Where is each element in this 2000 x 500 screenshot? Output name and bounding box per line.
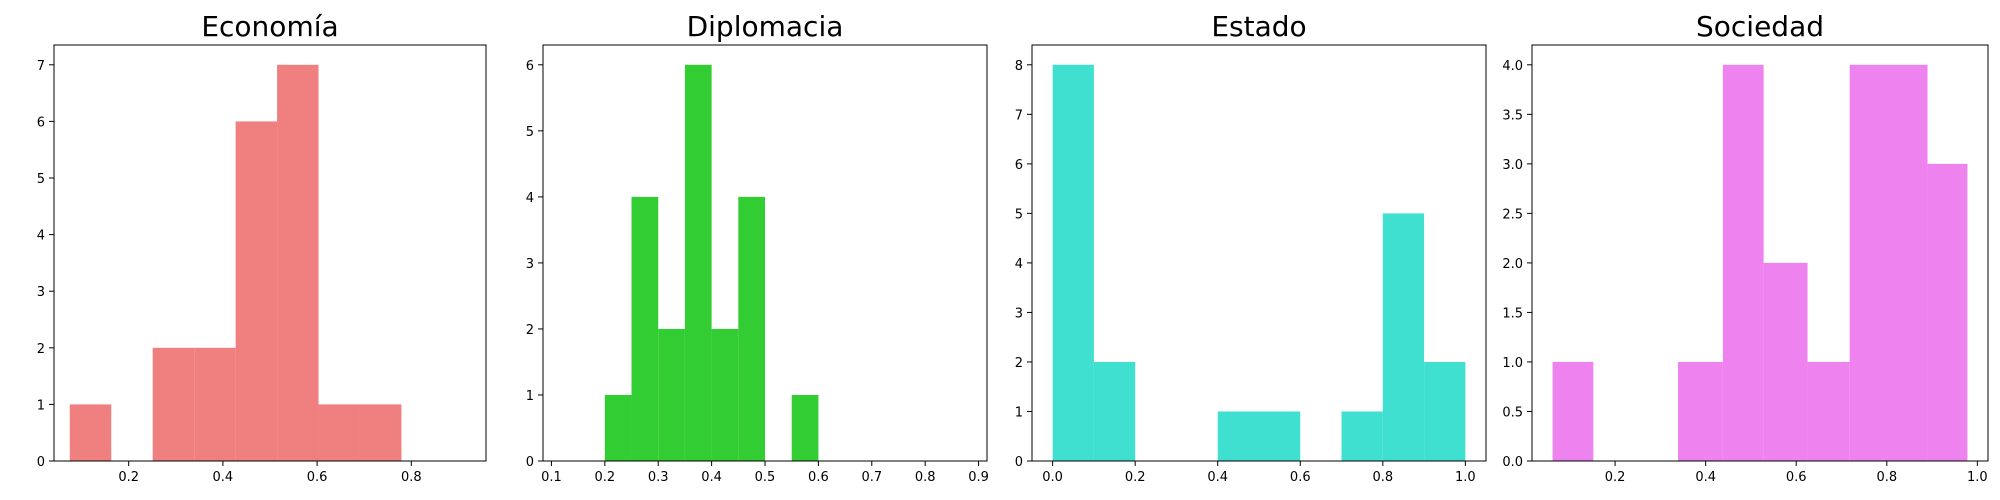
- histogram-bar: [1424, 361, 1466, 461]
- x-tick-label: 1.0: [1967, 470, 1988, 485]
- y-tick-label: 7: [37, 59, 45, 74]
- x-tick-label: 0.6: [1786, 470, 1807, 485]
- histogram-bar: [1849, 64, 1928, 461]
- histogram-bar: [1259, 411, 1301, 461]
- x-tick-label: 0.5: [755, 470, 776, 485]
- y-tick-label: 0: [37, 455, 45, 470]
- y-tick-label: 6: [37, 115, 45, 130]
- histogram-bar: [235, 121, 278, 461]
- y-tick-label: 3: [37, 285, 45, 300]
- histogram-bar: [738, 196, 765, 461]
- y-tick-label: 5: [526, 125, 534, 140]
- x-tick-label: 0.8: [1876, 470, 1897, 485]
- x-tick-label: 0.2: [1125, 470, 1146, 485]
- x-tick-label: 0.4: [1695, 470, 1716, 485]
- x-tick-label: 0.3: [648, 470, 669, 485]
- chart-title: Estado: [1211, 10, 1306, 43]
- panel-sociedad: Sociedad 0.2 0.4 0.6 0.8 1.0 0.0 0.5 1.0 1.5 2.0 2…: [1502, 10, 1989, 485]
- y-tick-label: 2: [526, 323, 534, 338]
- y-tick-label: 6: [1015, 158, 1023, 173]
- axes-frame: [1031, 44, 1487, 462]
- y-tick-label: 2.5: [1502, 207, 1523, 222]
- x-tick-label: 0.2: [118, 470, 139, 485]
- x-tick-label: 0.4: [701, 470, 722, 485]
- x-tick-label: 0.0: [1042, 470, 1063, 485]
- histogram-bar: [631, 196, 659, 461]
- y-tick-label: 1: [1015, 405, 1023, 420]
- x-tick-label: 0.4: [1207, 470, 1228, 485]
- histogram-bar: [69, 404, 112, 461]
- chart-title: Sociedad: [1696, 10, 1824, 43]
- panel-diplomacia: Diplomacia 0.1 0.2 0.3 0.4 0.5 0.6 0.7 0.8 0.9 0 1…: [526, 10, 989, 485]
- x-tick-label: 0.8: [401, 470, 422, 485]
- y-tick-label: 3.5: [1502, 108, 1523, 123]
- panel-estado: Estado 0.0 0.2 0.4 0.6 0.8 1.0 0 1 2 3 4 5 6 7 8: [1015, 10, 1487, 485]
- y-tick-label: 2.0: [1502, 257, 1523, 272]
- chart-title: Diplomacia: [687, 10, 844, 43]
- x-tick-label: 0.7: [861, 470, 882, 485]
- histogram-bar: [658, 328, 685, 461]
- histogram-bar: [152, 347, 195, 461]
- y-tick-label: 0.5: [1502, 405, 1523, 420]
- y-tick-label: 8: [1015, 59, 1023, 74]
- histogram-bar: [711, 328, 739, 461]
- x-tick-label: 0.1: [541, 470, 562, 485]
- axes-frame: [1531, 44, 1989, 462]
- x-tick-label: 0.6: [808, 470, 829, 485]
- histogram-bar: [1217, 411, 1259, 461]
- y-tick-label: 7: [1015, 108, 1023, 123]
- x-tick-label: 0.2: [594, 470, 615, 485]
- y-tick-label: 5: [37, 172, 45, 187]
- y-tick-label: 2: [1015, 356, 1023, 371]
- x-tick-label: 0.8: [915, 470, 936, 485]
- histogram-bar: [1763, 262, 1808, 461]
- x-tick-label: 0.6: [1290, 470, 1311, 485]
- y-tick-label: 1.0: [1502, 356, 1523, 371]
- histogram-bar: [1093, 361, 1136, 461]
- y-tick-label: 4: [526, 191, 534, 206]
- histogram-bar: [1927, 163, 1968, 462]
- y-tick-label: 1: [526, 389, 534, 404]
- y-tick-label: 5: [1015, 207, 1023, 222]
- histogram-bar: [1341, 411, 1383, 461]
- x-tick-label: 0.6: [307, 470, 328, 485]
- histogram-bar: [684, 64, 712, 461]
- histogram-bar: [1382, 213, 1425, 461]
- histogram-bar: [1552, 361, 1594, 461]
- histogram-bar: [604, 394, 632, 461]
- y-tick-label: 6: [526, 59, 534, 74]
- x-tick-label: 1.0: [1455, 470, 1476, 485]
- histogram-bar: [1052, 64, 1094, 461]
- y-tick-label: 1: [37, 398, 45, 413]
- histogram-bar: [1678, 361, 1723, 461]
- histogram-bar: [359, 404, 402, 461]
- y-tick-label: 4: [37, 229, 45, 244]
- x-tick-label: 0.8: [1372, 470, 1393, 485]
- histogram-bar: [194, 347, 236, 461]
- histogram-bar: [1722, 64, 1764, 461]
- chart-title: Economía: [201, 10, 338, 43]
- histogram-bar: [318, 404, 360, 461]
- x-tick-label: 0.4: [213, 470, 234, 485]
- y-tick-label: 3: [1015, 306, 1023, 321]
- x-tick-label: 0.2: [1605, 470, 1626, 485]
- y-tick-label: 0: [1015, 455, 1023, 470]
- y-tick-label: 0: [526, 455, 534, 470]
- y-tick-label: 4.0: [1502, 59, 1523, 74]
- y-tick-label: 2: [37, 342, 45, 357]
- x-tick-label: 0.9: [968, 470, 989, 485]
- y-tick-label: 3: [526, 257, 534, 272]
- axes-frame: [53, 44, 487, 462]
- y-tick-label: 3.0: [1502, 158, 1523, 173]
- y-tick-label: 1.5: [1502, 306, 1523, 321]
- histogram-bar: [791, 394, 819, 461]
- histogram-bar: [277, 64, 319, 461]
- y-tick-label: 4: [1015, 257, 1023, 272]
- panel-economia: Economía 0.2 0.4 0.6 0.8 0 1 2 3 4 5 6 7: [37, 10, 487, 485]
- y-tick-label: 0.0: [1502, 455, 1523, 470]
- histogram-bar: [1807, 361, 1850, 461]
